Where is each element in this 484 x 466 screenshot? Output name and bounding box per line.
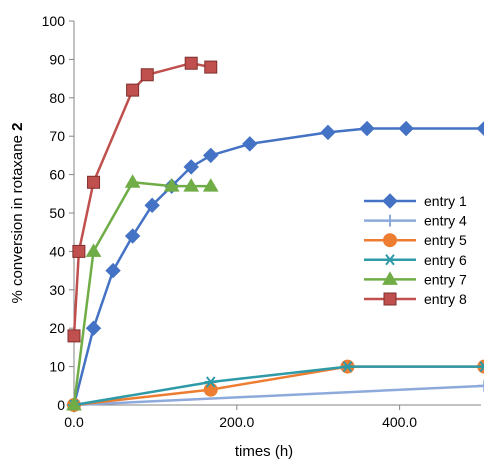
data-point-entry-1 [126,229,140,243]
legend-label: entry 6 [424,252,467,268]
y-tick-label: 100 [42,13,66,29]
y-tick-label: 60 [49,167,65,183]
data-point-entry-1 [243,137,257,151]
series-entry-1 [67,122,484,412]
series-line-entry-7 [74,182,211,405]
legend-label: entry 8 [424,291,467,307]
y-tick-label: 40 [49,243,65,259]
y-tick-label: 0 [57,397,65,413]
data-point-entry-8 [205,61,217,73]
series-entry-7 [67,175,218,410]
y-tick-label: 50 [49,205,65,221]
series-line-entry-5 [74,367,484,405]
x-tick-label: 400.0 [382,414,417,430]
x-axis-label: times (h) [235,443,293,460]
data-point-entry-1 [399,122,413,136]
series-entry-8 [68,57,217,342]
y-axis-label-compound: 2 [9,123,26,131]
data-point-entry-7 [126,175,140,187]
legend-marker [383,194,397,208]
y-tick-label: 70 [49,128,65,144]
legend-item-entry-5: entry 5 [364,232,467,248]
data-point-entry-1 [360,122,374,136]
legend-marker [384,293,396,305]
data-point-entry-8 [141,69,153,81]
legend-item-entry-6: entry 6 [364,252,467,268]
legend-label: entry 4 [424,213,467,229]
data-point-entry-1 [106,264,120,278]
legend: entry 1 entry 4 entry 5 entry 6 entry 7 entry… [364,193,467,307]
data-point-entry-8 [127,84,139,96]
data-point-entry-8 [88,176,100,188]
legend-item-entry-8: entry 8 [364,291,467,307]
x-tick-label: 0.0 [64,414,84,430]
legend-marker [384,215,396,227]
data-point-entry-8 [73,245,85,257]
legend-item-entry-1: entry 1 [364,193,467,209]
legend-item-entry-7: entry 7 [364,271,467,287]
y-axis-label-text: % conversion in rotaxane [9,131,26,304]
data-point-entry-7 [87,244,101,256]
data-point-entry-1 [321,125,335,139]
data-point-entry-8 [185,57,197,69]
data-point-entry-5 [204,383,217,396]
plot-area [67,57,484,412]
data-point-entry-4 [478,380,484,392]
y-tick-label: 80 [49,90,65,106]
legend-label: entry 7 [424,271,467,287]
y-tick-label: 90 [49,51,65,67]
y-tick-label: 20 [49,320,65,336]
legend-label: entry 5 [424,232,467,248]
legend-label: entry 1 [424,193,467,209]
data-point-entry-1 [204,148,218,162]
series-line-entry-1 [74,129,484,406]
y-tick-label: 10 [49,359,65,375]
legend-item-entry-4: entry 4 [364,213,467,229]
data-point-entry-1 [477,122,484,136]
legend-marker [384,255,396,265]
data-point-entry-1 [87,321,101,335]
y-tick-label: 30 [49,282,65,298]
legend-marker [384,234,397,247]
data-point-entry-8 [68,330,80,342]
x-tick-label: 200.0 [219,414,254,430]
series-line-entry-8 [74,63,211,336]
y-axis-label: % conversion in rotaxane 2 [9,123,26,304]
